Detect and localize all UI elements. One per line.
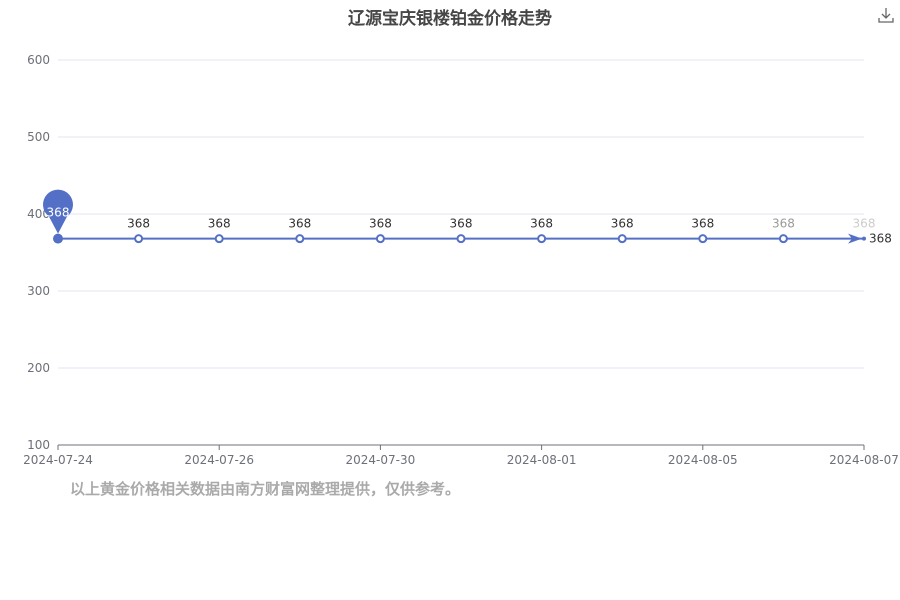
data-label: 368	[288, 217, 311, 231]
y-tick-label: 200	[27, 361, 50, 375]
data-point	[862, 236, 866, 241]
data-point	[537, 234, 547, 244]
data-label: 368	[208, 217, 231, 231]
chart-title: 辽源宝庆银楼铂金价格走势	[348, 9, 552, 29]
y-tick-label: 600	[27, 53, 50, 67]
x-tick-label: 2024-08-01	[507, 453, 577, 467]
x-tick-label: 2024-08-07	[829, 453, 899, 467]
footnote: 以上黄金价格相关数据由南方财富网整理提供，仅供参考。	[70, 480, 461, 498]
y-tick-label: 100	[27, 438, 50, 452]
data-point	[778, 234, 788, 244]
end-arrow	[848, 233, 862, 244]
data-label: 368	[853, 217, 876, 231]
data-label: 368	[450, 217, 473, 231]
data-label: 368	[772, 217, 795, 231]
data-point	[698, 234, 708, 244]
data-point	[53, 233, 63, 244]
data-point	[214, 234, 224, 244]
data-point	[375, 234, 385, 244]
data-point	[134, 234, 144, 244]
data-point	[295, 234, 305, 244]
y-tick-label: 300	[27, 284, 50, 298]
data-label: 368	[369, 217, 392, 231]
end-label: 368	[869, 232, 892, 246]
x-tick-label: 2024-07-26	[184, 453, 254, 467]
mark-point-label: 368	[47, 206, 70, 220]
data-label: 368	[611, 217, 634, 231]
x-tick-label: 2024-08-05	[668, 453, 738, 467]
data-label: 368	[691, 217, 714, 231]
x-tick-label: 2024-07-30	[346, 453, 416, 467]
y-tick-label: 500	[27, 130, 50, 144]
data-label: 368	[530, 217, 553, 231]
data-point	[456, 234, 466, 244]
data-label: 368	[127, 217, 150, 231]
download-icon[interactable]	[877, 6, 895, 24]
mark-point-pin	[43, 189, 73, 234]
x-tick-label: 2024-07-24	[23, 453, 93, 467]
data-point	[617, 234, 627, 244]
